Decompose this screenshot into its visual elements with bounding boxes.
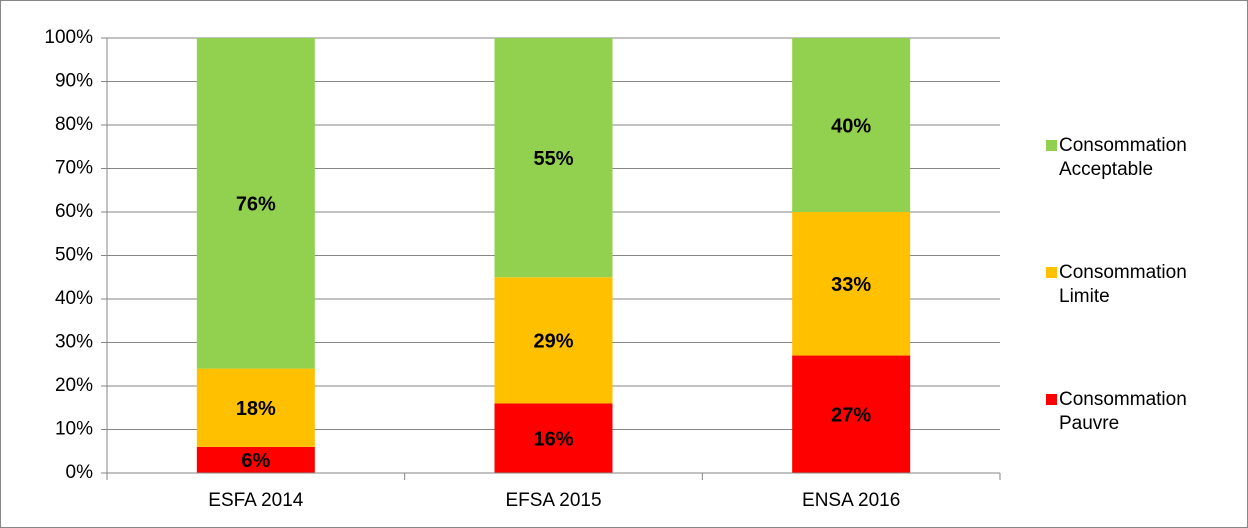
y-tick-label: 0% [66,462,94,483]
bar-segment [494,403,613,473]
data-label: 55% [533,148,573,170]
data-label: 18% [236,398,276,420]
y-tick-label: 50% [55,245,93,266]
y-tick-label: 10% [55,419,93,440]
y-tick-label: 80% [55,114,93,135]
bar-segment [792,355,911,473]
y-tick-label: 60% [55,201,93,222]
legend-label: Consommation Acceptable [1059,135,1187,180]
y-tick-label: 100% [44,27,93,48]
legend-label: Consommation Pauvre [1059,389,1187,434]
y-tick-label: 90% [55,71,93,92]
bar-segment [792,212,911,356]
data-label: 40% [831,115,871,137]
y-tick-label: 40% [55,288,93,309]
y-tick-label: 30% [55,332,93,353]
legend-swatch [1046,267,1057,278]
x-tick-label: ESFA 2014 [208,490,304,511]
legend-swatch [1046,140,1057,151]
data-label: 33% [831,274,871,296]
y-tick-label: 20% [55,375,93,396]
x-tick-label: EFSA 2015 [505,490,601,511]
data-label: 29% [533,331,573,353]
data-label: 27% [831,405,871,427]
bar-segment [196,368,315,447]
bar-segment [494,277,613,404]
bar-segment [494,38,613,278]
y-tick-label: 70% [55,158,93,179]
bar-segment [196,38,315,369]
legend-label: Consommation Limite [1059,262,1187,307]
data-label: 76% [236,194,276,216]
x-tick-label: ENSA 2016 [802,490,900,511]
data-label: 6% [241,450,270,472]
legend-swatch [1046,394,1057,405]
data-label: 16% [533,428,573,450]
bar-segment [196,446,315,473]
bar-segment [792,38,911,212]
